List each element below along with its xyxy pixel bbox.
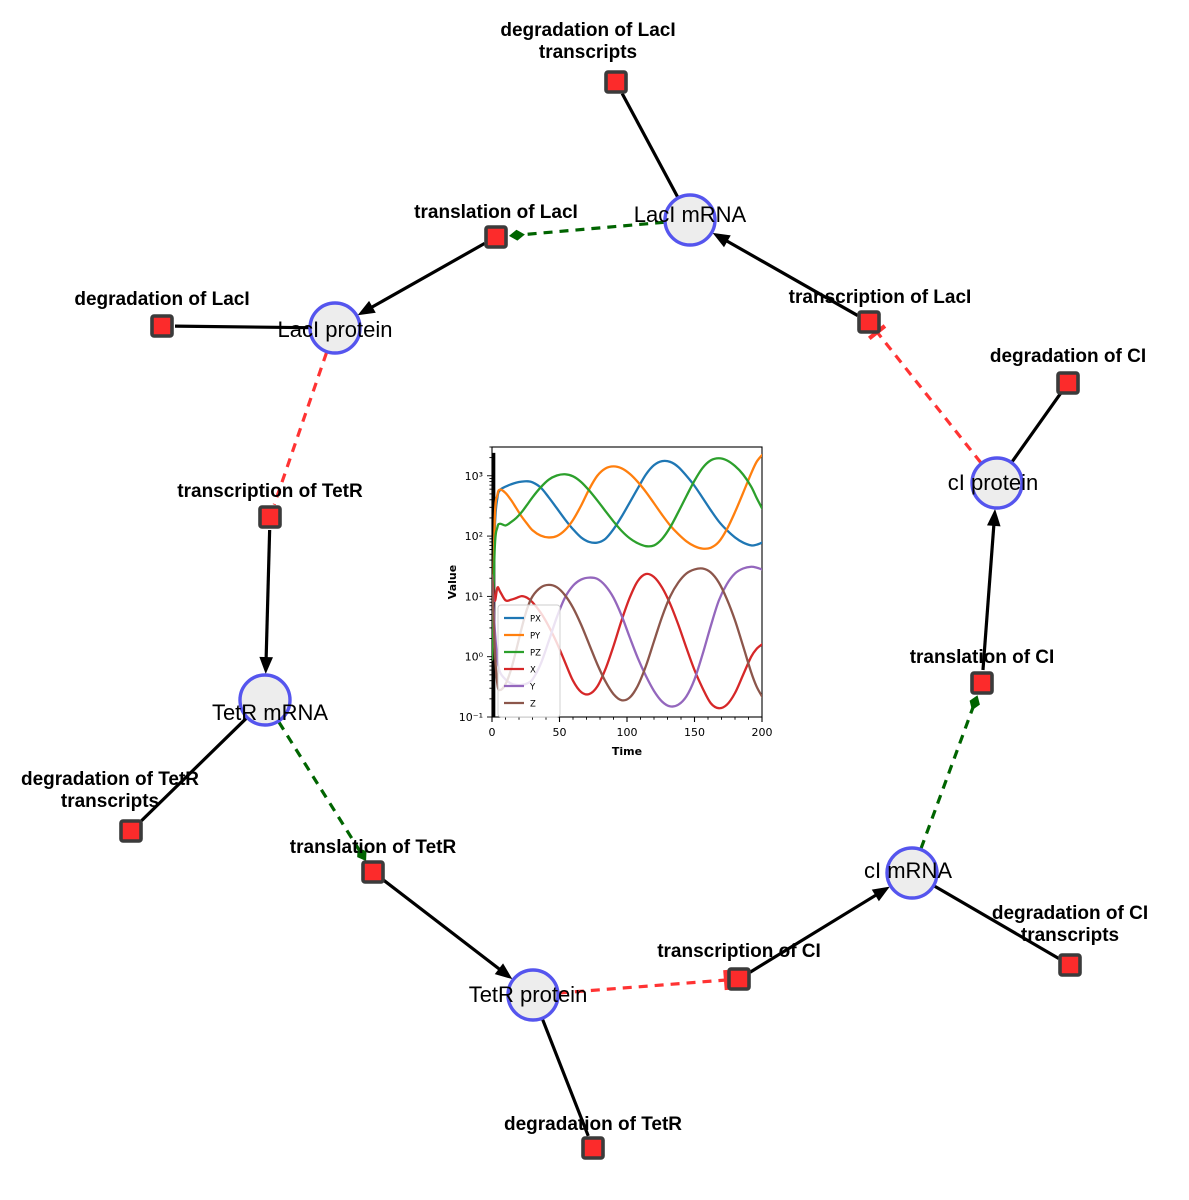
y-axis-label: Value — [446, 565, 459, 599]
reaction-label-deg_tetr: degradation of TetR — [503, 1114, 683, 1136]
edge-translation_ci-to-ci_protein — [981, 508, 1001, 671]
legend-label-Y: Y — [529, 682, 536, 692]
reaction-node-transcription_laci[interactable] — [857, 310, 881, 334]
edge-tetr_mrna-to-translation_tetr — [277, 721, 367, 861]
y-tick-label: 10⁻¹ — [459, 711, 483, 724]
x-tick-label: 150 — [684, 726, 705, 739]
arrowhead-triangle — [494, 963, 513, 980]
species-node-laci_protein[interactable] — [308, 301, 362, 355]
edge-tetr_mrna-to-deg_tetr_transcripts — [139, 717, 248, 824]
edge-transcription_laci-to-laci_mrna — [712, 232, 859, 317]
legend-label-Z: Z — [530, 699, 536, 709]
arrowhead-triangle — [712, 232, 731, 248]
y-tick-label: 10¹ — [465, 590, 483, 603]
x-tick-label: 0 — [489, 726, 496, 739]
reaction-node-translation_laci[interactable] — [484, 225, 508, 249]
series-line-PY — [492, 453, 762, 661]
reaction-label-translation_tetr: translation of TetR — [289, 837, 457, 859]
reaction-node-translation_ci[interactable] — [970, 671, 994, 695]
reaction-node-deg_laci[interactable] — [150, 314, 174, 338]
species-node-laci_mrna[interactable] — [663, 193, 717, 247]
y-tick-label: 10² — [465, 530, 483, 543]
reaction-node-deg_ci_transcripts[interactable] — [1058, 953, 1082, 977]
species-node-tetr_protein[interactable] — [506, 968, 560, 1022]
legend-label-PX: PX — [530, 614, 541, 624]
edge-deg_laci-to-laci_protein — [174, 324, 310, 330]
reaction-node-transcription_tetr[interactable] — [258, 505, 282, 529]
edge-laci_protein-to-transcription_tetr — [272, 352, 329, 506]
reaction-node-deg_laci_transcripts[interactable] — [604, 70, 628, 94]
edge-tetr_protein-to-deg_tetr — [541, 1018, 590, 1137]
edge-tetr_protein-to-transcription_ci — [558, 969, 729, 995]
x-tick-label: 200 — [752, 726, 773, 739]
arrowhead-triangle — [357, 300, 376, 316]
edge-laci_mrna-to-translation_laci — [508, 220, 665, 241]
plot-legend — [497, 604, 561, 718]
arrowhead-triangle — [259, 656, 273, 675]
reaction-label-deg_laci: degradation of LacI — [74, 289, 250, 311]
timecourse-plot: 10⁻¹ 10⁰ 10¹ 10² 10³ 0 50 100 150 200 Time Value PX P… — [446, 446, 773, 755]
arrowhead-tbar — [723, 969, 729, 991]
reaction-node-deg_tetr_transcripts[interactable] — [119, 819, 143, 843]
x-tick-label: 100 — [617, 726, 638, 739]
edge-translation_tetr-to-tetr_protein — [382, 878, 513, 980]
y-tick-label: 10³ — [465, 470, 483, 483]
edge-ci_protein-to-deg_ci — [1010, 392, 1062, 463]
legend-label-X: X — [530, 665, 536, 675]
edge-ci_mrna-to-translation_ci — [919, 695, 980, 850]
x-tick-label: 50 — [553, 726, 567, 739]
reaction-label-transcription_laci: transcription of LacI — [788, 287, 972, 309]
species-node-tetr_mrna[interactable] — [238, 673, 292, 727]
edge-ci_mrna-to-deg_ci_transcripts — [933, 884, 1060, 960]
x-axis-label: Time — [612, 745, 642, 755]
arrowhead-diamond — [969, 695, 980, 711]
reaction-node-translation_tetr[interactable] — [361, 860, 385, 884]
y-tick-label: 10⁰ — [465, 651, 484, 664]
edge-transcription_ci-to-ci_mrna — [749, 886, 890, 974]
species-node-ci_mrna[interactable] — [885, 846, 939, 900]
edge-translation_laci-to-laci_protein — [357, 242, 486, 316]
reaction-label-deg_ci: degradation of CI — [989, 346, 1147, 368]
timecourse-plot-inset: 10⁻¹ 10⁰ 10¹ 10² 10³ 0 50 100 150 200 Time Value PX P… — [440, 437, 772, 755]
series-line-X — [492, 572, 762, 710]
edge-deg_laci_transcripts-to-laci_mrna — [620, 92, 680, 198]
reaction-node-transcription_ci[interactable] — [727, 967, 751, 991]
reaction-node-deg_ci[interactable] — [1056, 371, 1080, 395]
reaction-label-transcription_tetr: transcription of TetR — [177, 481, 363, 503]
reaction-node-deg_tetr[interactable] — [581, 1136, 605, 1160]
reaction-label-transcription_ci: transcription of CI — [657, 941, 821, 963]
species-node-ci_protein[interactable] — [970, 456, 1024, 510]
legend-label-PZ: PZ — [530, 648, 541, 658]
reaction-label-deg_ci_transcripts: degradation of CI transcripts — [991, 903, 1149, 946]
arrowhead-triangle — [987, 508, 1001, 527]
arrowhead-diamond — [357, 847, 367, 861]
reaction-label-deg_laci_transcripts: degradation of LacI transcripts — [500, 20, 676, 63]
legend-label-PY: PY — [530, 631, 541, 641]
edge-transcription_tetr-to-tetr_mrna — [259, 529, 273, 675]
arrowhead-diamond — [508, 229, 525, 241]
series-line-PZ — [492, 457, 762, 661]
reaction-label-translation_ci: translation of CI — [909, 647, 1055, 669]
series-line-PX — [492, 459, 762, 661]
reaction-label-deg_tetr_transcripts: degradation of TetR transcripts — [20, 769, 200, 812]
reaction-label-translation_laci: translation of LacI — [414, 202, 578, 224]
arrowhead-triangle — [871, 886, 890, 902]
